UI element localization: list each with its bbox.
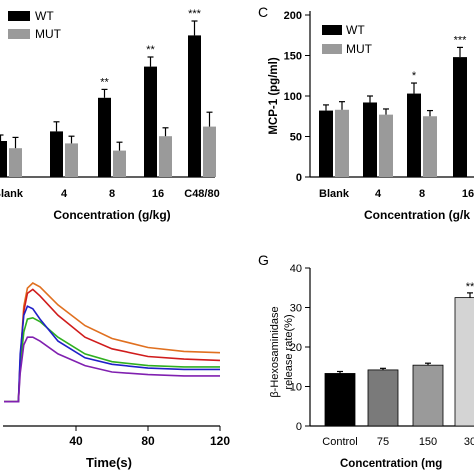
bar-wt xyxy=(0,141,7,177)
significance-marker: * xyxy=(412,70,417,82)
significance-marker: *** xyxy=(454,34,468,46)
bar-mut xyxy=(9,148,22,177)
y-tick-label: 150 xyxy=(284,51,302,63)
x-tick-label: 4 xyxy=(375,188,382,200)
bar-wt xyxy=(188,35,201,178)
significance-marker: ** xyxy=(146,44,155,56)
trace-line-4 xyxy=(4,305,220,403)
significance-marker: ** xyxy=(466,281,474,293)
legend-swatch-wt xyxy=(322,25,342,35)
panel-a-bar-chart: WT MUT ******* Blank4816C48/80 Concentra… xyxy=(0,8,220,222)
legend-swatch-mut xyxy=(322,44,342,54)
y-tick-label: 30 xyxy=(290,303,302,315)
x-tick-label: 40 xyxy=(69,434,83,448)
bar-wt xyxy=(98,97,111,177)
panel-a-legend: WT MUT xyxy=(8,9,62,41)
x-tick-label: 75 xyxy=(377,436,389,448)
x-tick-label: 16 xyxy=(462,188,474,200)
bar-wt xyxy=(144,66,157,177)
bar-mut xyxy=(335,109,349,177)
bar-mut xyxy=(379,114,393,177)
trace-line-2 xyxy=(4,288,221,403)
bar-wt xyxy=(407,93,421,177)
x-tick-label: 30 xyxy=(464,436,474,448)
trace-line-5 xyxy=(4,336,220,403)
x-tick-label: 150 xyxy=(419,436,437,448)
panel-g-y-axis-title-line2: release rate(%) xyxy=(283,314,295,389)
y-tick-label: 0 xyxy=(296,172,302,184)
panel-g-x-axis-title: Concentration (mg xyxy=(340,458,442,470)
y-tick-label: 100 xyxy=(284,91,302,103)
legend-label-mut: MUT xyxy=(346,42,373,56)
panel-g-y-axis-title-line1: β-Hexosaminidase xyxy=(269,306,281,397)
bar-mut xyxy=(65,143,78,177)
bar-mut xyxy=(159,136,172,177)
y-tick-label: 200 xyxy=(284,10,302,22)
y-tick-label: 20 xyxy=(290,342,302,354)
bar-wt xyxy=(363,102,377,177)
significance-marker: *** xyxy=(188,8,202,20)
y-tick-label: 0 xyxy=(296,421,302,433)
panel-g-bar-chart: G ** 0 10 20 30 40 Control 75 150 30 β-Hexosamin… xyxy=(258,252,474,470)
x-tick-label: 16 xyxy=(152,188,164,200)
x-tick-label: 80 xyxy=(141,434,155,448)
legend-label-mut: MUT xyxy=(35,27,62,41)
x-tick-label: Blank xyxy=(0,188,24,200)
legend-swatch-wt xyxy=(8,11,30,21)
panel-c-x-axis-title: Concentration (g/k xyxy=(364,208,470,222)
x-tick-label: 8 xyxy=(109,188,115,200)
bar xyxy=(367,369,399,427)
bar-mut xyxy=(113,150,126,177)
bar-mut xyxy=(203,126,216,177)
significance-marker: ** xyxy=(100,76,109,88)
panel-c-y-axis-title: MCP-1 (pg/ml) xyxy=(268,57,280,134)
y-tick-label: 50 xyxy=(290,132,302,144)
legend-label-wt: WT xyxy=(346,23,365,37)
bar-mut xyxy=(423,116,437,177)
bar-wt xyxy=(453,57,467,178)
x-tick-label: 120 xyxy=(210,434,230,448)
trace-line-1 xyxy=(4,282,221,403)
panel-trace-x-axis-title: Time(s) xyxy=(86,455,132,470)
y-tick-label: 10 xyxy=(290,382,302,394)
bar-wt xyxy=(50,131,63,177)
panel-time-trace-chart: 40 80 120 Time(s) xyxy=(3,282,230,470)
panel-g-letter: G xyxy=(258,252,269,268)
panel-c-legend: WT MUT xyxy=(322,23,373,56)
x-tick-label: 8 xyxy=(419,188,425,200)
legend-label-wt: WT xyxy=(35,9,54,23)
legend-swatch-mut xyxy=(8,29,30,39)
x-tick-label: C48/80 xyxy=(184,188,219,200)
y-tick-label: 40 xyxy=(290,263,302,275)
x-tick-label: Blank xyxy=(319,188,350,200)
panel-a-x-axis-title: Concentration (g/kg) xyxy=(53,208,170,222)
bar-wt xyxy=(319,110,333,177)
bar xyxy=(454,297,474,427)
bar xyxy=(412,364,444,427)
x-tick-label: 4 xyxy=(61,188,68,200)
panel-c-letter: C xyxy=(258,4,268,20)
x-tick-label: Control xyxy=(322,436,357,448)
bar xyxy=(324,373,356,427)
